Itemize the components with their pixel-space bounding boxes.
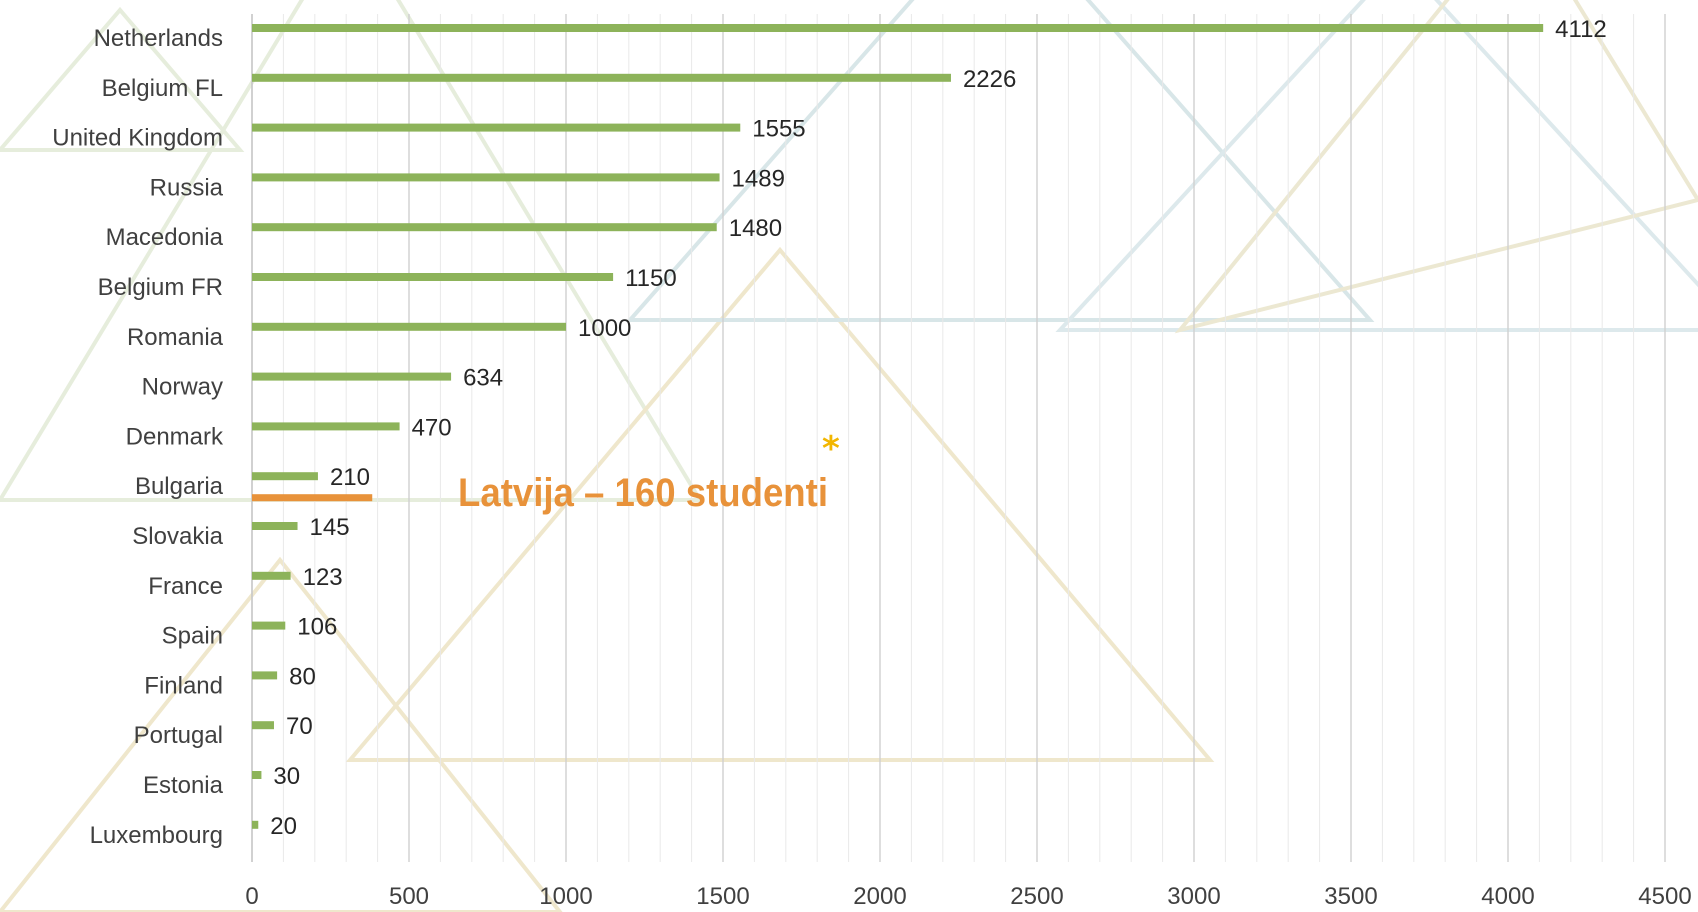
category-label: Bulgaria <box>135 473 224 500</box>
bg-triangle-2 <box>625 0 1375 322</box>
category-label: Finland <box>144 672 223 699</box>
bar-estonia <box>252 771 262 779</box>
labels: Netherlands 4112 Belgium FL 2226 United King… <box>52 16 1691 910</box>
category-label: Estonia <box>143 772 224 799</box>
x-tick-label: 1000 <box>539 883 592 910</box>
category-label: Belgium FR <box>98 274 223 301</box>
data-label: 1489 <box>732 165 785 192</box>
data-label: 1000 <box>578 315 631 342</box>
bar-russia <box>252 173 720 182</box>
x-tick-label: 2500 <box>1010 883 1063 910</box>
highlight-bar-latvia <box>252 494 373 502</box>
bars <box>252 24 1544 829</box>
category-label: Netherlands <box>94 25 223 52</box>
category-label: France <box>148 573 223 600</box>
bar-portugal <box>252 721 274 730</box>
x-tick-label: 4000 <box>1481 883 1534 910</box>
bar-romania <box>252 322 566 331</box>
bar-norway <box>252 372 452 381</box>
category-label: Russia <box>150 174 224 201</box>
data-label: 30 <box>273 763 300 790</box>
data-label: 1480 <box>729 215 782 242</box>
category-label: Norway <box>142 374 223 401</box>
bg-triangle-5 <box>0 556 563 912</box>
data-label: 20 <box>270 813 297 840</box>
bar-united-kingdom <box>252 123 741 132</box>
bar-spain <box>252 621 286 630</box>
category-label: United Kingdom <box>52 125 223 152</box>
data-label: 145 <box>310 514 350 541</box>
x-tick-label: 3000 <box>1167 883 1220 910</box>
category-label: Macedonia <box>106 224 224 251</box>
data-label: 106 <box>297 614 337 641</box>
gridlines <box>251 14 1666 862</box>
x-tick-label: 1500 <box>696 883 749 910</box>
bg-triangle-4 <box>1174 0 1698 334</box>
data-label: 80 <box>289 663 316 690</box>
bar-france <box>252 571 291 580</box>
category-label: Spain <box>162 623 223 650</box>
data-label: 2226 <box>963 66 1016 93</box>
annotation-star-marker: * <box>822 429 840 469</box>
bar-macedonia <box>252 223 717 232</box>
x-tick-label: 4500 <box>1638 883 1691 910</box>
bar-luxembourg <box>252 820 259 829</box>
category-label: Romania <box>127 324 224 351</box>
data-label: 70 <box>286 713 313 740</box>
bar-denmark <box>252 422 400 431</box>
bar-slovakia <box>252 522 298 530</box>
category-label: Denmark <box>126 423 224 450</box>
x-tick-label: 0 <box>245 883 258 910</box>
bg-triangle-3 <box>1055 0 1698 332</box>
category-label: Luxembourg <box>90 822 223 849</box>
data-label: 1150 <box>625 265 677 292</box>
data-label: 210 <box>330 464 370 491</box>
latvia-annotation: Latvija – 160 studenti <box>458 471 828 515</box>
bg-triangle-6 <box>0 6 245 152</box>
data-label: 123 <box>303 564 343 591</box>
bar-bulgaria <box>252 472 318 481</box>
bar-belgium-fr <box>252 273 614 281</box>
x-tick-label: 2000 <box>853 883 906 910</box>
data-label: 4112 <box>1555 16 1607 43</box>
x-tick-label: 3500 <box>1324 883 1377 910</box>
category-label: Slovakia <box>132 523 223 550</box>
x-tick-label: 500 <box>389 883 429 910</box>
category-label: Belgium FL <box>102 75 223 102</box>
bar-belgium-fl <box>252 73 951 82</box>
data-label: 634 <box>463 365 503 392</box>
category-label: Portugal <box>134 722 223 749</box>
bar-netherlands <box>252 24 1544 32</box>
data-label: 470 <box>412 414 452 441</box>
bg-triangle-1 <box>345 246 1215 762</box>
data-label: 1555 <box>752 116 805 143</box>
bar-finland <box>252 671 278 680</box>
